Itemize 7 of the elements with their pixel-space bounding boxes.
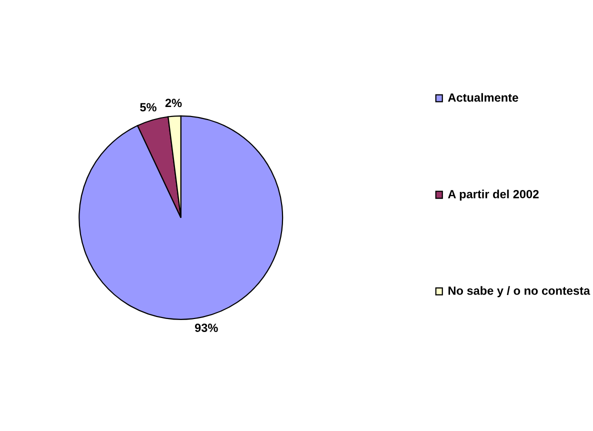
- legend-label: A partir del 2002: [448, 190, 539, 201]
- data-label: 93%: [194, 324, 218, 332]
- data-label: 5%: [140, 103, 156, 112]
- legend-label: Actualmente: [448, 93, 518, 102]
- pie-slice: [78, 115, 284, 320]
- legend-label: No sabe y / o no contesta: [448, 286, 590, 298]
- data-label: 2%: [165, 98, 182, 108]
